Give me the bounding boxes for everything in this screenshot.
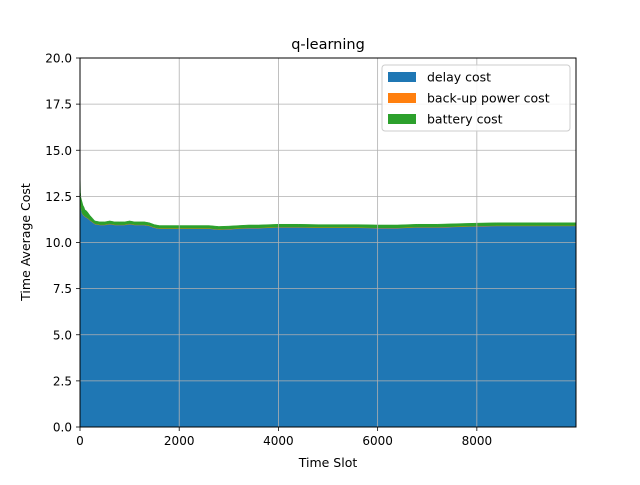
legend-label-1: back-up power cost [427, 91, 550, 106]
y-tick-label-5: 12.5 [45, 190, 72, 204]
x-tick-label-2: 4000 [263, 434, 294, 448]
x-tick-label-3: 6000 [362, 434, 393, 448]
x-tick-label-1: 2000 [164, 434, 195, 448]
x-tick-label-0: 0 [76, 434, 84, 448]
x-axis-ticks: 0 2000 4000 6000 8000 [76, 427, 492, 448]
legend-swatch-2 [388, 114, 416, 124]
y-tick-label-8: 20.0 [45, 52, 72, 66]
y-axis-label: Time Average Cost [18, 183, 33, 302]
y-tick-label-0: 0.0 [53, 421, 72, 435]
y-axis-ticks: 0.0 2.5 5.0 7.5 10.0 12.5 15.0 17.5 20.0 [45, 52, 80, 435]
grid-lines [80, 58, 576, 427]
legend-swatch-1 [388, 93, 416, 103]
legend-label-2: battery cost [427, 112, 503, 127]
legend-label-0: delay cost [427, 70, 491, 85]
legend: delay cost back-up power cost battery cost [381, 64, 571, 132]
y-tick-label-7: 17.5 [45, 98, 72, 112]
chart-title: q-learning [291, 37, 365, 53]
y-tick-label-2: 5.0 [53, 328, 72, 342]
y-tick-label-3: 7.5 [53, 282, 72, 296]
y-tick-label-1: 2.5 [53, 374, 72, 388]
y-tick-label-4: 10.0 [45, 236, 72, 250]
y-tick-label-6: 15.0 [45, 144, 72, 158]
x-tick-label-4: 8000 [462, 434, 493, 448]
x-axis-label: Time Slot [298, 455, 358, 470]
legend-box [381, 64, 571, 132]
legend-swatch-0 [388, 72, 416, 82]
